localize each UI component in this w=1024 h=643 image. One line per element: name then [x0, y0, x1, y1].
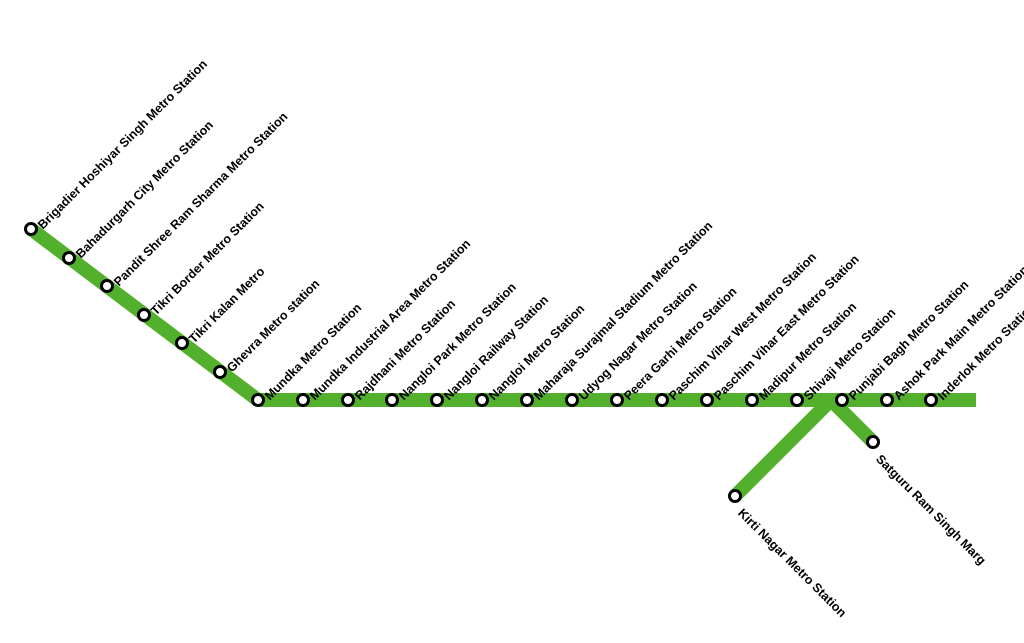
station-label: Mundka Industrial Area Metro Station	[307, 237, 473, 403]
station-label: Bahadurgarh City Metro Station	[73, 118, 216, 261]
station-marker[interactable]	[655, 393, 669, 407]
station-marker[interactable]	[880, 393, 894, 407]
station-marker[interactable]	[728, 489, 742, 503]
station-label: Kirti Nagar Metro Station	[735, 506, 849, 620]
station-marker[interactable]	[251, 393, 265, 407]
metro-line-segment	[730, 395, 836, 501]
station-marker[interactable]	[475, 393, 489, 407]
station-label: Tikri Border Metro Station	[148, 199, 267, 318]
station-marker[interactable]	[137, 308, 151, 322]
station-marker[interactable]	[745, 393, 759, 407]
station-marker[interactable]	[790, 393, 804, 407]
station-marker[interactable]	[700, 393, 714, 407]
station-marker[interactable]	[866, 435, 880, 449]
station-marker[interactable]	[610, 393, 624, 407]
station-marker[interactable]	[385, 393, 399, 407]
station-marker[interactable]	[62, 251, 76, 265]
station-marker[interactable]	[175, 336, 189, 350]
station-marker[interactable]	[520, 393, 534, 407]
station-marker[interactable]	[213, 365, 227, 379]
station-marker[interactable]	[24, 222, 38, 236]
station-marker[interactable]	[296, 393, 310, 407]
station-marker[interactable]	[100, 279, 114, 293]
station-marker[interactable]	[430, 393, 444, 407]
station-marker[interactable]	[341, 393, 355, 407]
station-marker[interactable]	[835, 393, 849, 407]
station-marker[interactable]	[924, 393, 938, 407]
station-marker[interactable]	[565, 393, 579, 407]
station-label: Satguru Ram Singh Marg	[873, 452, 988, 567]
